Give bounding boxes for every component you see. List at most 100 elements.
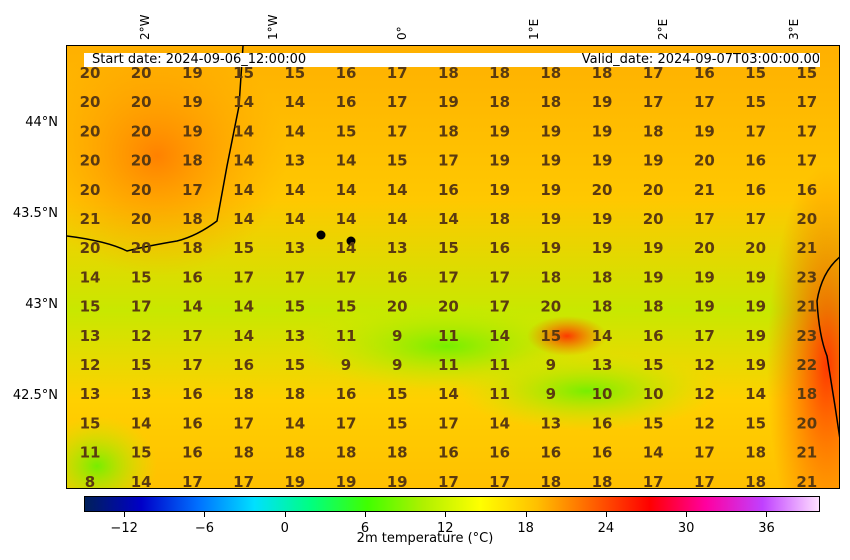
temperature-value: 11 [438, 356, 459, 374]
temperature-value: 19 [643, 152, 664, 170]
temperature-value: 17 [694, 444, 715, 462]
temperature-value: 14 [284, 414, 305, 432]
temperature-value: 20 [80, 152, 101, 170]
temperature-value: 14 [336, 181, 357, 199]
temperature-value: 18 [182, 210, 203, 228]
temperature-value: 17 [694, 210, 715, 228]
temperature-value: 14 [336, 210, 357, 228]
temperature-value: 20 [80, 122, 101, 140]
temperature-value: 19 [694, 268, 715, 286]
temperature-value: 17 [796, 152, 817, 170]
temperature-value: 16 [233, 356, 254, 374]
temperature-value: 19 [182, 64, 203, 82]
temperature-value: 9 [392, 327, 402, 345]
temperature-value: 15 [233, 239, 254, 257]
temperature-value: 15 [80, 298, 101, 316]
colorbar-tick-mark [686, 512, 688, 517]
temperature-value: 15 [438, 239, 459, 257]
temperature-value: 20 [694, 239, 715, 257]
temperature-value: 17 [489, 473, 510, 489]
temperature-value: 17 [694, 473, 715, 489]
temperature-value: 14 [284, 181, 305, 199]
temperature-value: 23 [796, 268, 817, 286]
temperature-value: 21 [694, 181, 715, 199]
colorbar-tick-label: −6 [194, 521, 215, 536]
temperature-value: 19 [592, 210, 613, 228]
temperature-value: 15 [540, 327, 561, 345]
temperature-value: 20 [643, 181, 664, 199]
temperature-value: 18 [592, 473, 613, 489]
temperature-value: 17 [796, 122, 817, 140]
temperature-value: 16 [592, 444, 613, 462]
temperature-value: 16 [336, 93, 357, 111]
temperature-value: 14 [233, 93, 254, 111]
temperature-value: 19 [540, 181, 561, 199]
temperature-value: 18 [284, 385, 305, 403]
temperature-value: 15 [745, 64, 766, 82]
temperature-value: 20 [131, 210, 152, 228]
temperature-value: 20 [80, 64, 101, 82]
temperature-value: 14 [284, 210, 305, 228]
temperature-value: 9 [341, 356, 351, 374]
temperature-value: 20 [745, 239, 766, 257]
temperature-value: 16 [182, 385, 203, 403]
cool-region [67, 416, 157, 488]
temperature-value: 19 [387, 473, 408, 489]
temperature-value: 12 [694, 414, 715, 432]
temperature-value: 15 [233, 64, 254, 82]
temperature-value: 14 [233, 210, 254, 228]
temperature-value: 17 [745, 210, 766, 228]
temperature-value: 18 [336, 444, 357, 462]
temperature-value: 19 [694, 298, 715, 316]
lon-label-2w: 2°W [138, 14, 152, 41]
temperature-value: 14 [131, 473, 152, 489]
temperature-value: 15 [284, 356, 305, 374]
temperature-value: 11 [489, 356, 510, 374]
temperature-value: 19 [540, 152, 561, 170]
temperature-value: 19 [540, 210, 561, 228]
temperature-value: 17 [387, 93, 408, 111]
temperature-value: 14 [233, 152, 254, 170]
map-canvas: 20 20 19 15 15 16 17 18 18 18 18 17 16 15 15 20 20 19 14 14… [67, 46, 839, 489]
city-marker [316, 230, 326, 240]
temperature-value: 17 [438, 414, 459, 432]
temperature-value: 17 [233, 268, 254, 286]
temperature-value: 19 [438, 93, 459, 111]
temperature-value: 16 [592, 414, 613, 432]
temperature-value: 14 [233, 122, 254, 140]
temperature-value: 17 [131, 298, 152, 316]
temperature-value: 11 [336, 327, 357, 345]
temperature-value: 14 [233, 327, 254, 345]
temperature-value: 8 [85, 473, 95, 489]
colorbar-tick-label: 18 [517, 521, 534, 536]
temperature-value: 17 [182, 181, 203, 199]
temperature-map: 20 20 19 15 15 16 17 18 18 18 18 17 16 15 15 20 20 19 14 14… [66, 45, 840, 489]
temperature-value: 15 [336, 298, 357, 316]
temperature-value: 19 [592, 93, 613, 111]
temperature-value: 18 [540, 64, 561, 82]
lat-label-43-5n: 43.5°N [12, 206, 58, 221]
temperature-value: 17 [182, 327, 203, 345]
temperature-value: 14 [745, 385, 766, 403]
temperature-value: 11 [489, 385, 510, 403]
temperature-value: 19 [745, 327, 766, 345]
temperature-value: 21 [796, 444, 817, 462]
temperature-value: 17 [387, 64, 408, 82]
temperature-value: 12 [80, 356, 101, 374]
temperature-value: 18 [489, 64, 510, 82]
temperature-value: 13 [80, 385, 101, 403]
temperature-value: 13 [284, 327, 305, 345]
temperature-value: 17 [336, 268, 357, 286]
temperature-value: 21 [796, 239, 817, 257]
colorbar-tick-mark [766, 512, 768, 517]
temperature-value: 19 [643, 239, 664, 257]
temperature-value: 12 [694, 356, 715, 374]
temperature-value: 16 [336, 64, 357, 82]
lon-label-2e: 2°E [656, 18, 670, 40]
temperature-value: 12 [131, 327, 152, 345]
temperature-value: 17 [233, 414, 254, 432]
temperature-value: 17 [182, 356, 203, 374]
temperature-value: 19 [489, 122, 510, 140]
temperature-value: 19 [489, 181, 510, 199]
temperature-values: 20 20 19 15 15 16 17 18 18 18 18 17 16 15 15 20 20 19 14 14… [80, 64, 818, 489]
